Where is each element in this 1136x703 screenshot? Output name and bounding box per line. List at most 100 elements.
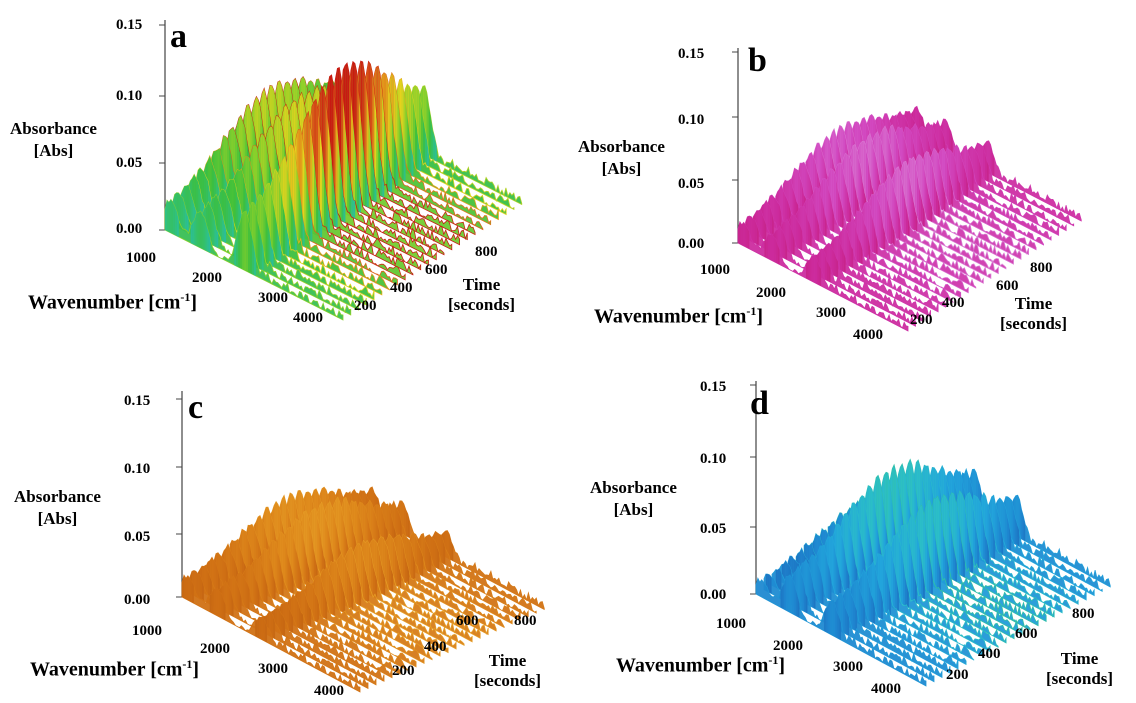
surface-peak-segment xyxy=(826,260,829,282)
surface-peak-segment xyxy=(289,561,292,593)
surface-peak-segment xyxy=(903,560,906,606)
surface-peak-segment xyxy=(309,606,312,627)
time-tick: 200 xyxy=(910,312,933,328)
panel-c: c Absorbance [Abs] Wavenumber [cm-1] Tim… xyxy=(0,351,568,702)
surface-peak-segment xyxy=(172,202,175,235)
surface-peak-segment xyxy=(875,233,878,255)
surface-peak-segment xyxy=(174,206,177,236)
surface-peak-segment xyxy=(189,578,192,603)
panel-letter-a: a xyxy=(170,18,187,55)
surface-peak-segment xyxy=(403,544,406,583)
surface-peak-segment xyxy=(283,534,286,590)
surface-peak-segment xyxy=(379,552,382,594)
surface-peak-segment xyxy=(247,584,250,610)
surface-peak-segment xyxy=(777,245,780,265)
surface-peak-segment xyxy=(792,233,795,255)
surface-peak-segment xyxy=(945,152,948,204)
surface-peak-segment xyxy=(770,234,772,261)
surface-peak-segment xyxy=(921,558,923,598)
surface-peak-segment xyxy=(281,570,284,597)
surface-peak-segment xyxy=(281,613,284,636)
surface-peak-segment xyxy=(297,599,300,629)
surface-peak-segment xyxy=(331,160,334,226)
surface-peak-segment xyxy=(388,154,391,192)
surface-peak-segment xyxy=(930,201,933,222)
surface-peak-segment xyxy=(817,260,820,286)
surface-peak-segment xyxy=(865,509,868,577)
time-tick: 800 xyxy=(514,613,537,629)
surface-ribbon xyxy=(737,220,909,332)
surface-peak-segment xyxy=(271,612,274,638)
surface-peak-segment xyxy=(196,178,199,220)
surface-peak-segment xyxy=(261,563,264,602)
surface-peak-segment xyxy=(873,561,876,616)
surface-peak-segment xyxy=(885,188,888,243)
surface-peak-segment xyxy=(835,553,838,595)
surface-peak-segment xyxy=(380,157,383,197)
surface-peak-segment xyxy=(347,149,350,216)
time-tick: 600 xyxy=(456,613,479,629)
surface-peak-segment xyxy=(922,572,925,600)
surface-peak-segment xyxy=(409,540,412,578)
surface-peak-segment xyxy=(825,606,828,633)
surface-peak-segment xyxy=(313,548,316,582)
surface-peak-segment xyxy=(229,588,232,616)
surface-peak-segment xyxy=(254,246,256,276)
surface-peak-segment xyxy=(866,227,869,259)
surface-peak-segment xyxy=(825,552,828,599)
surface-peak-segment xyxy=(770,206,772,235)
surface-peak-segment xyxy=(799,570,802,611)
surface-peak-segment xyxy=(971,497,974,565)
surface-peak-segment xyxy=(949,172,952,206)
surface-peak-segment xyxy=(441,535,444,564)
surface-peak-segment xyxy=(897,583,899,611)
surface-peak-segment xyxy=(841,247,844,272)
surface-peak-segment xyxy=(309,525,312,580)
surface-peak-segment xyxy=(286,166,289,248)
surface-peak-segment xyxy=(993,529,996,560)
surface-peak-segment xyxy=(425,541,428,571)
surface-peak-segment xyxy=(741,222,744,246)
surface-peak-segment xyxy=(227,585,230,615)
surface-peak-segment xyxy=(430,117,433,160)
surface-peak-segment xyxy=(883,557,886,613)
surface-peak-segment xyxy=(259,230,262,270)
surface-peak-segment xyxy=(981,507,984,562)
surface-peak-segment xyxy=(961,540,964,577)
surface-peak-segment xyxy=(751,216,754,243)
surface-peak-segment xyxy=(195,571,198,598)
surface-peak-segment xyxy=(428,105,431,159)
surface-peak-segment xyxy=(327,204,330,233)
surface-peak-segment xyxy=(786,199,789,226)
surface-peak-segment xyxy=(953,543,956,581)
surface-peak-segment xyxy=(947,557,949,587)
surface-peak-segment xyxy=(327,118,330,224)
surface-peak-segment xyxy=(275,215,278,260)
time-tick: 600 xyxy=(996,278,1019,294)
surface-peak-segment xyxy=(843,543,846,591)
surface-peak-segment xyxy=(836,177,838,226)
time-axis-label: Time [seconds] xyxy=(474,651,542,690)
surface-peak-segment xyxy=(306,173,309,240)
surface-peak-segment xyxy=(864,141,867,206)
surface-peak-segment xyxy=(218,199,221,240)
z-axis-label: Absorbance [Abs] xyxy=(10,119,97,160)
surface-peak-segment xyxy=(303,588,306,624)
surface-peak-segment xyxy=(271,563,274,599)
surface-peak-segment xyxy=(819,569,822,604)
surface-peak-segment xyxy=(305,593,308,625)
surface-peak-segment xyxy=(209,576,212,598)
surface-peak-segment xyxy=(261,239,264,271)
x-tick: 1000 xyxy=(126,250,156,266)
surface-peak-segment xyxy=(178,192,181,229)
surface-peak-segment xyxy=(190,192,193,226)
surface-peak-segment xyxy=(843,173,846,221)
surface-peak-segment xyxy=(393,539,396,585)
surface-peak-segment xyxy=(437,547,440,570)
surface-peak-segment xyxy=(405,102,408,174)
panel-a: a Absorbance [Abs] Wavenumber [cm-1] Tim… xyxy=(0,0,568,351)
surface-peak-segment xyxy=(839,197,842,228)
surface-peak-segment xyxy=(313,585,316,621)
surface-peak-segment xyxy=(219,592,222,619)
surface-peak-segment xyxy=(973,507,976,566)
